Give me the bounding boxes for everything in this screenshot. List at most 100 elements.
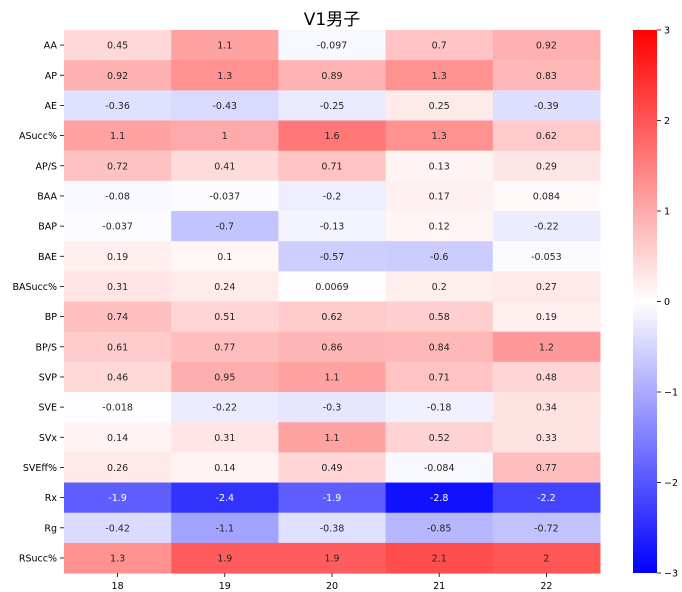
cell-value-label: 0.95 bbox=[214, 372, 235, 383]
heatmap-cell bbox=[492, 331, 601, 363]
cell-value-label: 1.3 bbox=[432, 131, 447, 142]
cell-value-label: 0.49 bbox=[321, 463, 342, 474]
cell-value-label: -0.7 bbox=[216, 222, 235, 233]
x-tick-label: 19 bbox=[219, 581, 231, 592]
cell-value-label: 0.13 bbox=[429, 161, 450, 172]
heatmap-cell bbox=[171, 482, 279, 514]
cell-value-label: 0.92 bbox=[107, 71, 128, 82]
chart-title: V1男子 bbox=[304, 10, 360, 30]
heatmap-cell bbox=[492, 512, 601, 544]
cell-value-label: -2.8 bbox=[430, 493, 449, 504]
heatmap-cell bbox=[64, 211, 172, 242]
cell-value-label: 0.74 bbox=[107, 312, 128, 323]
cell-value-label: -0.08 bbox=[105, 191, 130, 202]
cell-value-label: -0.13 bbox=[320, 222, 345, 233]
cell-value-labels: 0.45 1.1 -0.097 0.7 0.92 0.92 1.3 0.89 1.3 0.83 -0… bbox=[102, 41, 561, 565]
cell-value-label: -0.2 bbox=[323, 191, 342, 202]
cell-value-label: 1.1 bbox=[110, 131, 125, 142]
cell-value-label: 0.51 bbox=[214, 312, 235, 323]
cell-value-label: -0.084 bbox=[424, 463, 455, 474]
cell-value-label: 0.84 bbox=[429, 342, 450, 353]
heatmap-cell bbox=[385, 271, 494, 303]
cell-value-label: -0.38 bbox=[320, 523, 345, 534]
cell-value-label: 1.9 bbox=[217, 553, 232, 564]
heatmap-cell bbox=[385, 392, 494, 423]
heatmap-cell bbox=[64, 271, 172, 303]
heatmap-cell bbox=[64, 482, 172, 514]
cell-value-label: 0.14 bbox=[107, 433, 128, 444]
cell-value-label: -0.42 bbox=[105, 523, 130, 534]
heatmap-cell bbox=[171, 542, 279, 574]
cell-value-label: 0.26 bbox=[107, 463, 128, 474]
cell-value-label: -0.037 bbox=[209, 191, 240, 202]
heatmap-cell bbox=[385, 90, 494, 122]
y-tick-label: BASucc% bbox=[12, 282, 57, 293]
heatmap-cell bbox=[278, 361, 387, 393]
heatmap-cell bbox=[385, 241, 494, 272]
heatmap-cell bbox=[171, 120, 279, 152]
cell-value-label: 1.3 bbox=[110, 553, 125, 564]
cell-value-label: 0.12 bbox=[429, 222, 450, 233]
cell-value-label: 0.19 bbox=[536, 312, 557, 323]
heatmap-cell bbox=[64, 361, 172, 393]
heatmap-cell bbox=[492, 271, 601, 303]
heatmap-cell bbox=[278, 512, 387, 544]
heatmap-cell bbox=[278, 211, 387, 242]
heatmap-cell bbox=[171, 60, 279, 91]
heatmap-cell bbox=[385, 211, 494, 242]
cell-value-label: 0.33 bbox=[536, 433, 557, 444]
heatmap-cell bbox=[64, 30, 172, 61]
cell-value-label: 0.52 bbox=[429, 433, 450, 444]
cell-value-label: 0.34 bbox=[536, 403, 557, 414]
cell-value-label: 0.71 bbox=[429, 372, 450, 383]
heatmap-cell bbox=[171, 150, 279, 182]
y-tick-label: AE bbox=[44, 101, 57, 112]
cell-value-label: 0.77 bbox=[214, 342, 235, 353]
heatmap-cell bbox=[278, 150, 387, 182]
heatmap-cell bbox=[171, 271, 279, 303]
heatmap-cell bbox=[385, 361, 494, 393]
y-tick-label: ASucc% bbox=[19, 131, 57, 142]
heatmap-cell bbox=[385, 150, 494, 182]
heatmap-cell bbox=[492, 452, 601, 484]
heatmap-cell bbox=[492, 482, 601, 514]
cell-value-label: 0.31 bbox=[107, 282, 128, 293]
heatmap-cell bbox=[64, 301, 172, 333]
heatmap-cell bbox=[492, 30, 601, 61]
heatmap-cell bbox=[492, 422, 601, 453]
x-axis: 18 19 20 21 22 bbox=[112, 573, 552, 592]
colorbar-tick-label: −2 bbox=[664, 478, 678, 489]
cell-value-label: 0.89 bbox=[321, 71, 342, 82]
x-tick-label: 20 bbox=[326, 581, 338, 592]
cell-value-label: 0.86 bbox=[321, 342, 342, 353]
x-tick-label: 18 bbox=[112, 581, 124, 592]
heatmap-cell bbox=[385, 452, 494, 484]
heatmap-cell bbox=[64, 331, 172, 363]
cell-value-label: 0.0069 bbox=[315, 282, 348, 293]
cell-value-label: 1.9 bbox=[324, 553, 339, 564]
cell-value-label: -0.43 bbox=[213, 101, 238, 112]
heatmap-cell bbox=[278, 180, 387, 212]
heatmap-cell bbox=[278, 452, 387, 484]
colorbar-tick-label: 2 bbox=[664, 116, 670, 127]
heatmap-cell bbox=[385, 542, 494, 574]
cell-value-label: 0.62 bbox=[321, 312, 342, 323]
heatmap-cell bbox=[278, 331, 387, 363]
heatmap-cell bbox=[278, 241, 387, 272]
heatmap-cell bbox=[492, 542, 601, 574]
cell-value-label: 0.46 bbox=[107, 372, 128, 383]
heatmap-cell bbox=[278, 90, 387, 122]
heatmap-cell bbox=[171, 361, 279, 393]
heatmap-cell bbox=[278, 482, 387, 514]
heatmap-cell bbox=[492, 241, 601, 272]
cell-value-label: 0.27 bbox=[536, 282, 557, 293]
cell-value-label: -1.9 bbox=[108, 493, 127, 504]
y-tick-label: SVEff% bbox=[23, 463, 57, 474]
colorbar-tick-label: 3 bbox=[664, 26, 670, 37]
cell-value-label: 0.58 bbox=[429, 312, 450, 323]
heatmap-cell bbox=[64, 180, 172, 212]
heatmap-cell bbox=[492, 150, 601, 182]
heatmap-cell bbox=[385, 120, 494, 152]
heatmap-cell bbox=[385, 422, 494, 453]
cell-value-label: 1.1 bbox=[324, 433, 339, 444]
